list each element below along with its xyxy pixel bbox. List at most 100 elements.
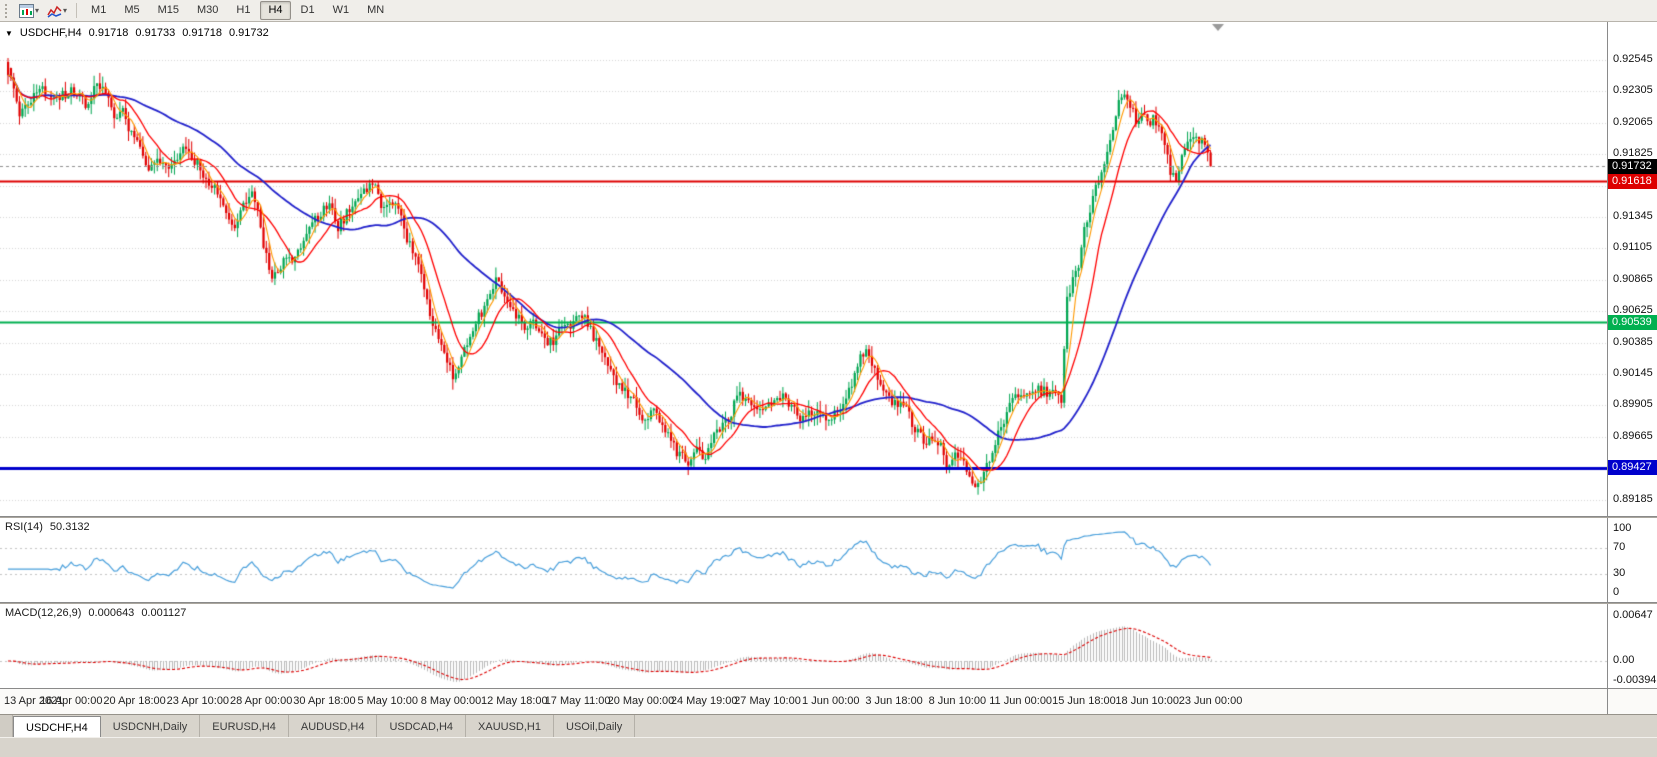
rsi-canvas[interactable] bbox=[0, 518, 1607, 602]
main-chart-canvas[interactable] bbox=[0, 22, 1607, 516]
ohlc-header: ▼ USDCHF,H4 0.91718 0.91733 0.91718 0.91… bbox=[5, 27, 269, 39]
collapse-triangle-icon[interactable]: ▼ bbox=[5, 28, 13, 38]
time-axis-label: 23 Apr 10:00 bbox=[166, 695, 230, 707]
timeframe-button-d1[interactable]: D1 bbox=[300, 4, 315, 16]
rsi-label-row: RSI(14) 50.3132 bbox=[5, 521, 90, 533]
time-axis-label: 3 Jun 18:00 bbox=[865, 695, 923, 707]
hline-price-badge-red[interactable]: 0.91618 bbox=[1608, 173, 1657, 189]
time-axis-label: 12 May 18:00 bbox=[481, 695, 548, 707]
indicator-style-button[interactable]: ▾ bbox=[43, 0, 71, 21]
symbol-period-label: USDCHF,H4 bbox=[19, 27, 82, 39]
price-axis[interactable]: 0.925450.923050.920650.918250.915850.913… bbox=[1607, 22, 1657, 516]
main-plot[interactable]: ▼ USDCHF,H4 0.91718 0.91733 0.91718 0.91… bbox=[0, 22, 1607, 516]
rsi-value: 50.3132 bbox=[49, 521, 90, 533]
timeframe-button-h1[interactable]: H1 bbox=[236, 4, 251, 16]
price-axis-label: 0.91105 bbox=[1613, 241, 1652, 254]
panel-separator[interactable] bbox=[0, 602, 1657, 604]
time-axis-row: 13 Apr 2021 16 Apr 00:00 20 Apr 18:00 23 Ap… bbox=[0, 688, 1657, 714]
bar-open-value: 0.91718 bbox=[88, 27, 129, 39]
timeframe-button-h4[interactable]: H4 bbox=[260, 1, 291, 20]
macd-axis-label: 0.00647 bbox=[1613, 609, 1653, 622]
current-price-badge: 0.91732 bbox=[1608, 158, 1657, 174]
timeframes-toolbar: ▾ ▾ M1 M5 M15 M30 H1 H4 D1 W1 MN bbox=[0, 0, 1657, 22]
macd-axis-label: -0.00394 bbox=[1613, 674, 1657, 686]
time-axis-label: 11 Jun 00:00 bbox=[989, 695, 1053, 707]
rsi-indicator-label: RSI(14) bbox=[5, 521, 43, 533]
status-bar bbox=[0, 737, 1657, 757]
macd-panel: MACD(12,26,9) 0.000643 0.001127 0.00647 0… bbox=[0, 604, 1657, 688]
time-axis-label: 15 Jun 18:00 bbox=[1052, 695, 1116, 707]
time-axis-label: 1 Jun 00:00 bbox=[802, 695, 860, 707]
toolbar-grip[interactable] bbox=[5, 3, 11, 18]
timeframe-button-m15[interactable]: M15 bbox=[157, 4, 179, 16]
timeframe-buttons: M1 M5 M15 M30 H1 H4 D1 W1 MN bbox=[82, 1, 393, 20]
chevron-down-icon: ▾ bbox=[63, 5, 68, 15]
panel-separator[interactable] bbox=[0, 516, 1657, 518]
timeframe-button-m1[interactable]: M1 bbox=[91, 4, 107, 16]
time-axis-label: 8 Jun 10:00 bbox=[928, 695, 987, 707]
tab-scroll-corner[interactable] bbox=[0, 715, 13, 739]
price-axis-label: 0.90145 bbox=[1613, 367, 1653, 379]
price-axis-label: 0.90865 bbox=[1613, 272, 1653, 285]
time-axis-label: 16 Apr 00:00 bbox=[40, 695, 103, 707]
main-price-panel: ▼ USDCHF,H4 0.91718 0.91733 0.91718 0.91… bbox=[0, 22, 1657, 516]
rsi-plot[interactable]: RSI(14) 50.3132 bbox=[0, 518, 1607, 602]
chart-window-icon bbox=[19, 3, 34, 18]
hline-price-badge-green[interactable]: 0.90539 bbox=[1608, 314, 1657, 330]
chart-window-button[interactable]: ▾ bbox=[15, 0, 43, 21]
chart-tab-xauusd-h1[interactable]: XAUUSD,H1 bbox=[466, 715, 554, 739]
time-axis-label: 5 May 10:00 bbox=[357, 695, 419, 707]
rsi-panel: RSI(14) 50.3132 100 70 30 0 bbox=[0, 518, 1657, 602]
chart-tab-usoil-daily[interactable]: USOil,Daily bbox=[554, 715, 636, 739]
time-axis-corner bbox=[1607, 689, 1657, 714]
macd-axis-label: 0.00 bbox=[1613, 654, 1635, 666]
time-axis-label: 27 May 10:00 bbox=[734, 695, 801, 707]
timeframe-button-mn[interactable]: MN bbox=[367, 4, 385, 16]
chart-tabs: USDCHF,H4 USDCNH,Daily EURUSD,H4 AUDUSD,H4 U… bbox=[13, 715, 636, 739]
chart-tab-usdcnh-daily[interactable]: USDCNH,Daily bbox=[101, 715, 201, 739]
price-axis-label: 0.91345 bbox=[1613, 210, 1653, 222]
time-axis[interactable]: 13 Apr 2021 16 Apr 00:00 20 Apr 18:00 23 Ap… bbox=[0, 689, 1607, 714]
macd-plot[interactable]: MACD(12,26,9) 0.000643 0.001127 bbox=[0, 604, 1607, 688]
time-axis-label: 28 Apr 00:00 bbox=[229, 695, 293, 707]
timeframe-button-w1[interactable]: W1 bbox=[332, 4, 350, 16]
chart-tabs-bar: USDCHF,H4 USDCNH,Daily EURUSD,H4 AUDUSD,H4 U… bbox=[0, 714, 1657, 739]
chart-area: ▼ USDCHF,H4 0.91718 0.91733 0.91718 0.91… bbox=[0, 22, 1657, 739]
chart-tab-usdcad-h4[interactable]: USDCAD,H4 bbox=[377, 715, 467, 739]
macd-axis[interactable]: 0.00647 0.00 -0.00394 bbox=[1607, 604, 1657, 688]
macd-canvas[interactable] bbox=[0, 604, 1607, 688]
price-axis-label: 0.89905 bbox=[1613, 398, 1653, 411]
bar-high-value: 0.91733 bbox=[135, 27, 176, 39]
price-axis-label: 0.91825 bbox=[1613, 147, 1653, 160]
hline-price-badge-blue[interactable]: 0.89427 bbox=[1608, 460, 1657, 476]
time-axis-label: 30 Apr 18:00 bbox=[293, 695, 356, 707]
time-axis-label: 23 Jun 00:00 bbox=[1178, 695, 1243, 707]
price-axis-label: 0.89665 bbox=[1613, 429, 1653, 442]
price-axis-label: 0.92065 bbox=[1613, 115, 1653, 128]
rsi-axis-label: 70 bbox=[1613, 541, 1626, 554]
chevron-down-icon: ▾ bbox=[35, 5, 40, 15]
price-axis-label: 0.90385 bbox=[1613, 335, 1653, 348]
chart-tab-usdchf-h4[interactable]: USDCHF,H4 bbox=[13, 716, 101, 739]
macd-signal-value: 0.001127 bbox=[141, 607, 187, 619]
timeframe-button-m5[interactable]: M5 bbox=[124, 4, 140, 16]
timeframe-button-m30[interactable]: M30 bbox=[197, 4, 219, 16]
rsi-axis-label: 0 bbox=[1613, 586, 1620, 598]
rsi-axis[interactable]: 100 70 30 0 bbox=[1607, 518, 1657, 602]
bar-low-value: 0.91718 bbox=[182, 27, 222, 39]
chart-tab-audusd-h4[interactable]: AUDUSD,H4 bbox=[289, 715, 378, 739]
time-axis-label: 18 Jun 10:00 bbox=[1115, 695, 1180, 707]
chart-tab-eurusd-h4[interactable]: EURUSD,H4 bbox=[200, 715, 289, 739]
time-axis-label: 17 May 11:00 bbox=[544, 695, 611, 707]
bar-close-value: 0.91732 bbox=[228, 27, 269, 39]
macd-main-value: 0.000643 bbox=[88, 607, 135, 619]
time-axis-label: 13 Apr 2021 bbox=[4, 695, 64, 707]
price-axis-label: 0.92305 bbox=[1613, 84, 1653, 97]
indicator-style-icon bbox=[47, 4, 62, 18]
macd-label-row: MACD(12,26,9) 0.000643 0.001127 bbox=[5, 607, 186, 619]
time-axis-label: 20 Apr 18:00 bbox=[103, 695, 166, 707]
price-axis-label: 0.92545 bbox=[1613, 53, 1653, 65]
rsi-axis-label: 100 bbox=[1613, 522, 1632, 534]
macd-indicator-label: MACD(12,26,9) bbox=[5, 607, 82, 619]
